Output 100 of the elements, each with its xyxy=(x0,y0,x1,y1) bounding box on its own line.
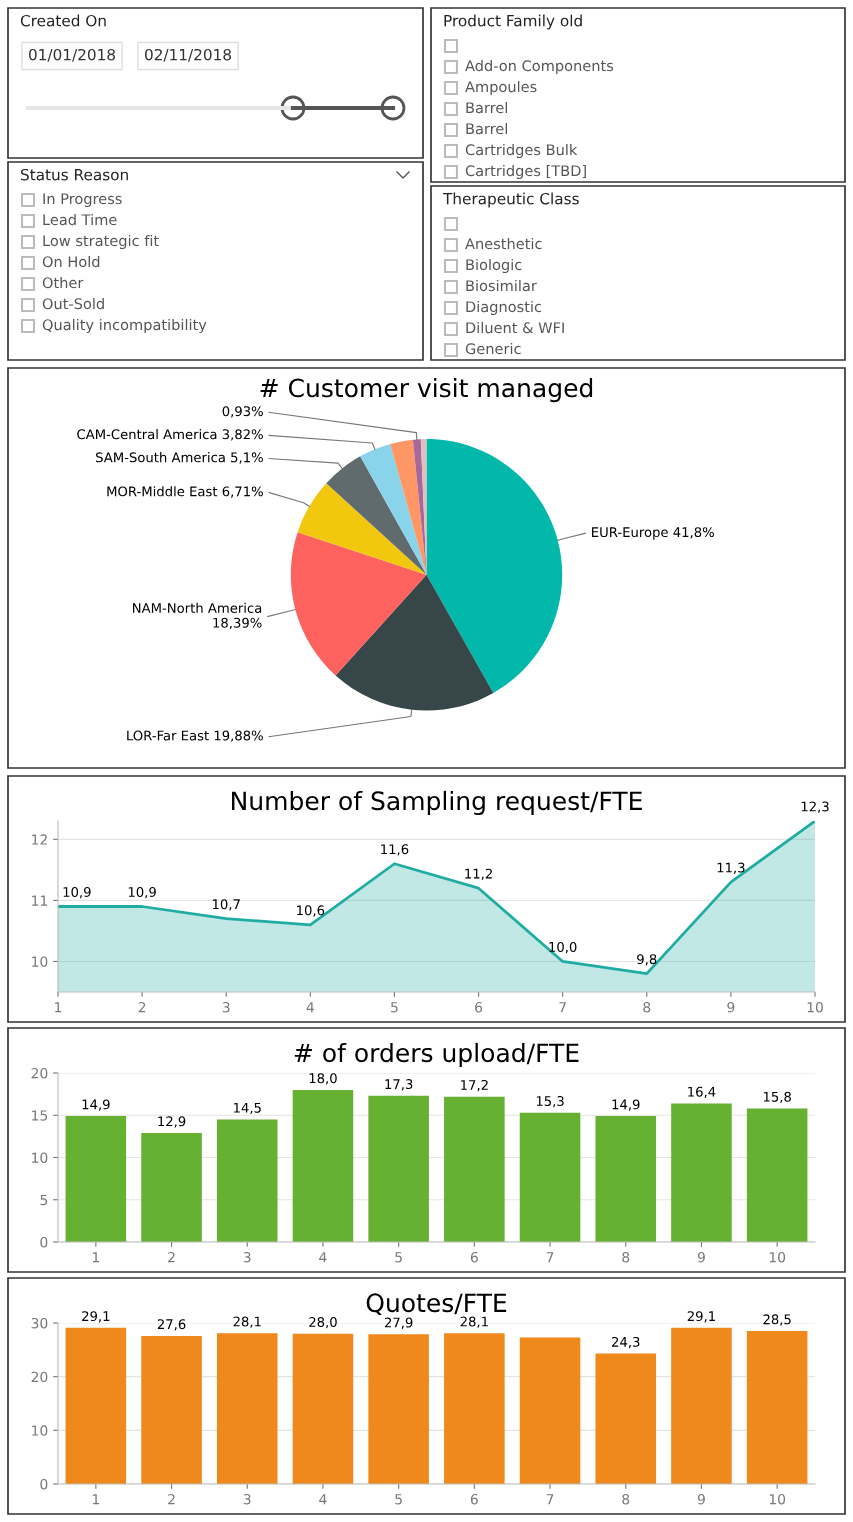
x-tick-label: 7 xyxy=(546,1252,554,1263)
data-label: 11,6 xyxy=(381,844,409,856)
x-tick-label: 3 xyxy=(243,1251,251,1263)
text: Low strategic fit xyxy=(43,234,159,250)
data-label: 17,2 xyxy=(461,1079,488,1092)
data-label: 16,4 xyxy=(688,1086,716,1099)
text: Created On xyxy=(20,14,106,27)
slice-label: SAM-South America 5,1% xyxy=(96,452,263,464)
chart-title: Number of Sampling request/FTE xyxy=(232,790,642,816)
data-label: 14,9 xyxy=(82,1099,110,1111)
data-label: 28,5 xyxy=(763,1314,791,1326)
x-tick-label: 3 xyxy=(222,1001,230,1013)
text: Cartridges Bulk xyxy=(465,143,578,159)
chart-title: # of orders upload/FTE xyxy=(294,1042,579,1068)
text: 01/01/2018 xyxy=(29,48,116,62)
data-label: 12,9 xyxy=(158,1116,186,1128)
bar xyxy=(444,1333,505,1484)
data-label: 15,8 xyxy=(763,1091,791,1104)
data-label: 14,5 xyxy=(234,1102,261,1115)
x-tick-label: 10 xyxy=(769,1493,786,1505)
text: Product Family old xyxy=(444,14,582,30)
y-tick-label: 10 xyxy=(32,1152,48,1163)
text: Barrel xyxy=(466,101,508,114)
data-label: 9,8 xyxy=(637,954,657,966)
data-label: 29,1 xyxy=(82,1311,110,1323)
text: 02/11/2018 xyxy=(145,48,232,62)
pie-slice xyxy=(326,456,427,575)
text: Lead Time xyxy=(43,213,117,226)
text: Barrel xyxy=(466,122,508,135)
y-tick-label: 5 xyxy=(40,1194,48,1206)
y-tick-label: 30 xyxy=(31,1317,48,1329)
data-label: 27,9 xyxy=(384,1317,413,1329)
text: Cartridges [TBD] xyxy=(465,164,586,180)
text: Status Reason xyxy=(21,168,128,181)
x-tick-label: 4 xyxy=(319,1252,327,1263)
data-label: 27,6 xyxy=(157,1319,186,1331)
data-label: 15,3 xyxy=(536,1096,564,1108)
text: Ampoules xyxy=(465,80,537,96)
chart-title: Quotes/FTE xyxy=(366,1293,507,1316)
data-label: 10,9 xyxy=(128,886,156,899)
data-label: 17,3 xyxy=(385,1079,413,1091)
x-tick-label: 1 xyxy=(55,1002,62,1013)
data-label: 28,1 xyxy=(460,1316,488,1328)
x-tick-label: 8 xyxy=(643,1001,651,1013)
data-label: 28,1 xyxy=(233,1316,261,1328)
x-tick-label: 8 xyxy=(622,1493,630,1505)
pie-slice xyxy=(290,532,427,676)
slice-label: LOR-Far East 19,88% xyxy=(127,730,263,742)
slice-label: CAM-Central America 3,82% xyxy=(77,429,263,441)
data-label: 14,9 xyxy=(612,1099,640,1111)
y-tick-label: 0 xyxy=(40,1478,48,1490)
x-tick-label: 8 xyxy=(622,1251,630,1263)
x-tick-label: 6 xyxy=(470,1251,478,1263)
bar xyxy=(216,1333,278,1484)
x-tick-label: 5 xyxy=(391,1002,398,1013)
data-label: 18,0 xyxy=(309,1073,337,1085)
text: Other xyxy=(42,276,84,289)
text: Therapeutic Class xyxy=(442,192,579,208)
x-tick-label: 7 xyxy=(546,1494,554,1505)
bar xyxy=(368,1334,429,1484)
data-label: 11,3 xyxy=(717,862,745,874)
slice-label: NAM-North America xyxy=(133,602,262,613)
x-tick-label: 5 xyxy=(395,1252,402,1263)
slice-label: EUR-Europe 41,8% xyxy=(592,527,714,540)
data-label: 10,0 xyxy=(549,941,577,954)
data-label: 10,9 xyxy=(63,886,91,899)
data-label: 11,2 xyxy=(465,868,492,880)
x-tick-label: 10 xyxy=(769,1251,786,1263)
x-tick-label: 1 xyxy=(92,1494,99,1505)
text: Anesthetic xyxy=(465,237,542,250)
text: Quality incompatibility xyxy=(42,318,207,334)
x-tick-label: 5 xyxy=(395,1494,402,1505)
text: Add-on Components xyxy=(465,59,614,75)
text: Biologic xyxy=(466,258,522,274)
x-tick-label: 9 xyxy=(727,1001,735,1013)
data-label: 10,7 xyxy=(212,899,240,911)
y-tick-label: 10 xyxy=(32,1425,48,1436)
y-tick-label: 11 xyxy=(32,895,47,906)
x-tick-label: 7 xyxy=(559,1002,566,1013)
chart-title: # Customer visit managed xyxy=(260,378,593,403)
data-label: 10,6 xyxy=(297,905,325,917)
bar xyxy=(671,1327,732,1484)
x-tick-label: 9 xyxy=(697,1251,705,1263)
y-tick-label: 20 xyxy=(31,1067,48,1079)
x-tick-label: 10 xyxy=(807,1001,823,1013)
text: In Progress xyxy=(43,193,122,208)
y-tick-label: 12 xyxy=(32,834,47,845)
text: Diluent & WFI xyxy=(466,321,564,334)
data-label: 24,3 xyxy=(612,1336,640,1349)
bar xyxy=(141,1335,202,1484)
y-tick-label: 15 xyxy=(32,1110,48,1121)
x-tick-label: 2 xyxy=(168,1493,175,1505)
x-tick-label: 6 xyxy=(475,1001,483,1013)
text: Biosimilar xyxy=(466,279,537,292)
y-tick-label: 0 xyxy=(40,1236,48,1248)
data-label: 18,39% xyxy=(213,617,262,630)
x-tick-label: 2 xyxy=(138,1001,146,1013)
pie-slice xyxy=(335,574,494,711)
data-label: 12,3 xyxy=(801,801,829,813)
data-label: 29,1 xyxy=(687,1311,715,1323)
